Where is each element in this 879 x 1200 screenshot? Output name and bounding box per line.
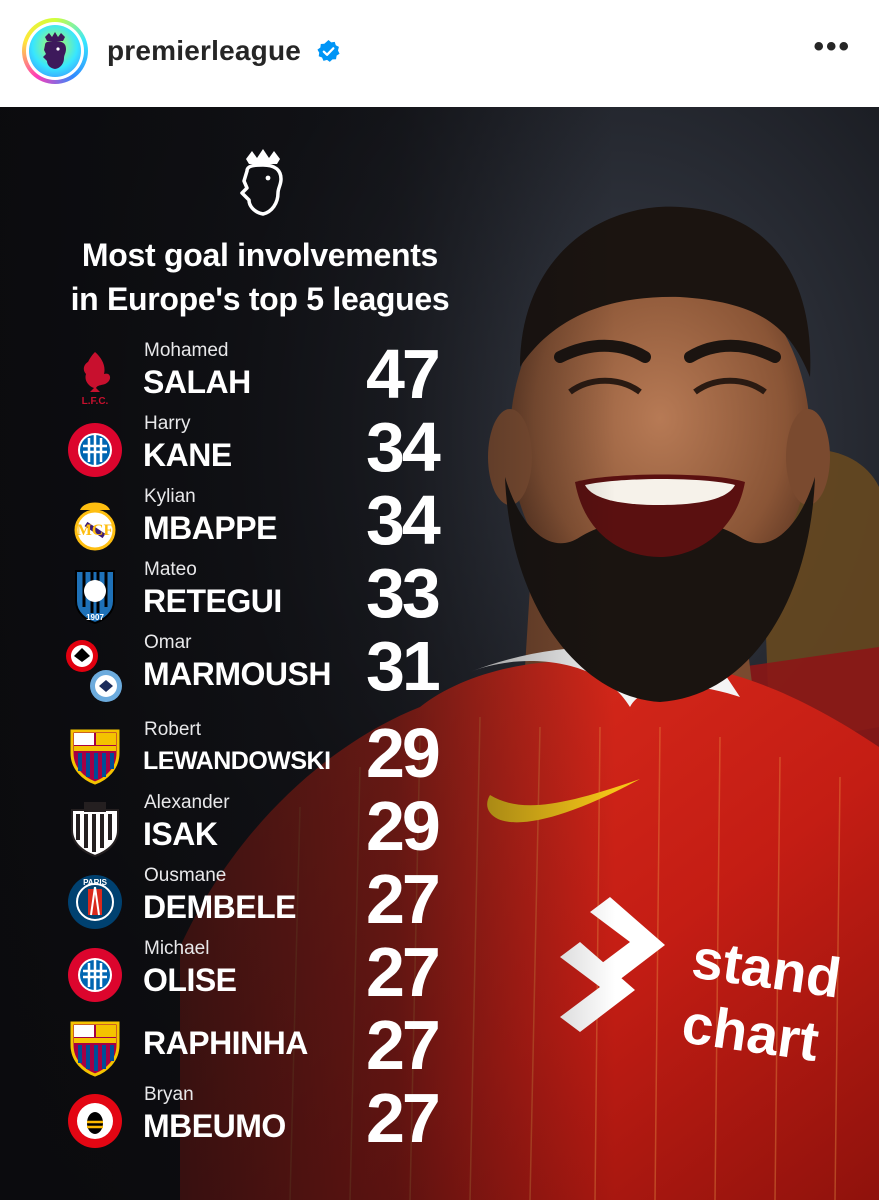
goal-involvements-value: 47	[366, 335, 441, 413]
post-image[interactable]: stand chart Most goal involvements in Eu…	[0, 107, 879, 1200]
player-first-name: Harry	[144, 413, 191, 434]
svg-text:MCF: MCF	[77, 522, 114, 539]
goal-involvements-value: 29	[366, 787, 441, 865]
player-last-name: MBAPPE	[143, 510, 277, 546]
leaderboard-row: Omar MARMOUSH 31	[0, 627, 470, 705]
leaderboard-row: L.F.C. Mohamed SALAH 47	[0, 335, 470, 413]
player-last-name: RETEGUI	[143, 583, 282, 619]
headline-line-1: Most goal involvements	[81, 237, 439, 273]
player-first-name: Bryan	[144, 1084, 194, 1105]
leaderboard-row: 1907 Mateo RETEGUI 33	[0, 554, 470, 632]
player-first-name: Alexander	[144, 792, 230, 813]
player-first-name: Mohamed	[144, 340, 229, 361]
premier-league-lion-icon	[29, 25, 81, 77]
leaderboard-row: Michael OLISE 27	[0, 933, 470, 1011]
player-last-name: LEWANDOWSKI	[143, 747, 331, 775]
player-last-name: KANE	[143, 437, 232, 473]
barcelona-crest-icon	[70, 729, 120, 785]
player-first-name: Kylian	[144, 486, 196, 507]
avatar-frame	[26, 22, 84, 80]
post-header: premierleague •••	[0, 0, 879, 107]
barcelona-crest-icon	[70, 1021, 120, 1077]
more-options-button[interactable]: •••	[813, 30, 851, 63]
bayern-munich-crest-icon	[68, 948, 122, 1002]
svg-text:1907: 1907	[86, 613, 104, 622]
eintracht-frankfurt-and-man-city-crests-icon	[66, 640, 122, 702]
psg-crest-icon: PARIS	[68, 875, 122, 929]
player-last-name: MBEUMO	[143, 1108, 286, 1144]
goal-involvements-value: 31	[366, 627, 441, 705]
player-last-name: MARMOUSH	[143, 656, 331, 692]
bayern-munich-crest-icon	[68, 423, 122, 477]
svg-text:PARIS: PARIS	[83, 878, 108, 887]
leaderboard-row: Alexander ISAK 29	[0, 787, 470, 865]
real-madrid-crest-icon: MCF	[74, 502, 116, 551]
svg-text:L.F.C.: L.F.C.	[82, 396, 109, 406]
goal-involvements-value: 34	[366, 481, 441, 559]
leaderboard-row: MCF Kylian MBAPPE 34	[0, 481, 470, 559]
goal-involvements-value: 34	[366, 408, 441, 486]
player-first-name: Omar	[144, 632, 192, 653]
player-last-name: OLISE	[143, 962, 237, 998]
player-first-name: Ousmane	[144, 865, 227, 886]
player-last-name: ISAK	[143, 816, 218, 852]
newcastle-crest-icon	[71, 802, 119, 858]
player-first-name: Michael	[144, 938, 210, 959]
leaderboard-row: RAPHINHA 27	[0, 1006, 470, 1084]
leaderboard-row: Harry KANE 34	[0, 408, 470, 486]
atalanta-crest-icon: 1907	[75, 570, 115, 625]
headline: Most goal involvements in Europe's top 5…	[40, 233, 480, 321]
leaderboard-row: Bryan MBEUMO 27	[0, 1079, 470, 1157]
headline-line-2: in Europe's top 5 leagues	[70, 281, 450, 317]
profile-avatar[interactable]	[22, 18, 88, 84]
leaderboard-row: PARIS Ousmane DEMBELE 27	[0, 860, 470, 938]
goal-involvements-value: 29	[366, 714, 441, 792]
username-link[interactable]: premierleague	[107, 35, 302, 66]
goal-involvements-value: 27	[366, 1006, 441, 1084]
goal-involvements-value: 33	[366, 554, 441, 632]
player-last-name: RAPHINHA	[143, 1025, 308, 1061]
verified-badge-icon	[317, 40, 340, 62]
player-first-name: Mateo	[144, 559, 197, 580]
goal-involvements-value: 27	[366, 933, 441, 1011]
player-photo: stand chart	[0, 107, 879, 1200]
leaderboard-row: Robert LEWANDOWSKI 29	[0, 714, 470, 792]
premier-league-lion-icon	[240, 149, 283, 216]
goal-involvements-value: 27	[366, 1079, 441, 1157]
brentford-crest-icon	[68, 1094, 122, 1148]
player-last-name: SALAH	[143, 364, 251, 400]
player-first-name: Robert	[144, 719, 202, 740]
goal-involvements-value: 27	[366, 860, 441, 938]
liverpool-crest-icon: L.F.C.	[82, 352, 111, 406]
player-last-name: DEMBELE	[143, 889, 296, 925]
